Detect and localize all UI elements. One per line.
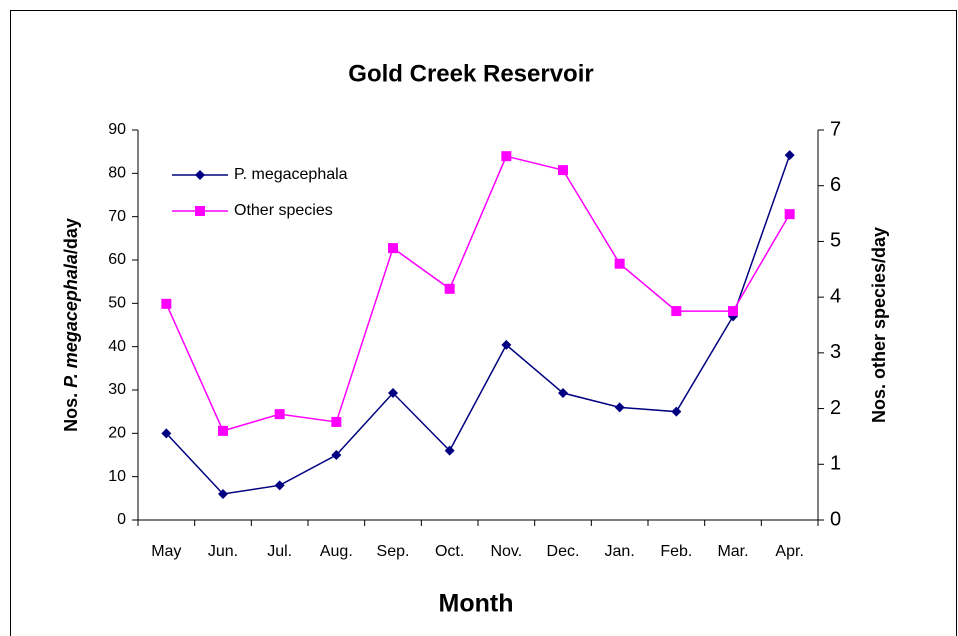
legend-label: P. megacephala [234,166,348,183]
y2-tick-label: 0 [830,508,841,530]
series-line [165,154,791,495]
point [614,258,625,269]
point [274,409,285,420]
y-title-part: P. megacephala [61,254,81,388]
point [728,306,738,317]
point [444,445,455,456]
point [274,480,285,491]
x-tick-label: Dec. [547,543,580,560]
legend-label: Other species [234,202,333,219]
point [784,209,795,220]
y2-tick-label: 4 [830,285,841,307]
point [501,151,512,162]
y2-tick-label: 3 [830,341,841,363]
series-line [165,155,791,432]
y-tick-label: 50 [108,295,126,312]
y-tick-label: 0 [117,511,126,528]
y-axis-title: Nos. P. megacephala/day [61,218,81,432]
x-tick-label: Apr. [775,543,803,560]
x-tick-label: Feb. [660,543,692,560]
point [161,428,172,439]
point [388,243,398,254]
point [558,388,568,399]
y2-axis-title: Nos. other species/day [869,227,889,423]
legend-marker [195,206,205,216]
x-axis-title: Month [439,590,514,618]
point [388,388,398,399]
chart-title: Gold Creek Reservoir [348,60,593,87]
y-title-part: Nos. [61,388,81,432]
frame [10,10,957,636]
y-tick-label: 80 [108,165,126,182]
x-tick-label: Nov. [490,543,522,560]
point [161,298,172,309]
point [671,406,682,417]
point [784,150,795,161]
point [218,489,228,499]
x-tick-label: Jul. [267,543,292,560]
y-tick-label: 70 [108,208,126,225]
legend-marker [195,170,205,180]
x-tick-label: Aug. [320,543,353,560]
y-tick-label: 40 [108,338,126,355]
point [671,306,682,317]
x-tick-label: Jun. [208,543,238,560]
y-tick-label: 20 [108,425,126,442]
y2-tick-label: 6 [830,174,841,196]
y2-tick-label: 5 [830,230,841,252]
y-tick-label: 60 [108,251,126,268]
y2-tick-label: 2 [830,397,841,419]
x-tick-label: Sep. [377,543,410,560]
point [614,402,625,413]
y2-tick-label: 7 [830,118,841,140]
point [218,425,228,436]
point [444,283,455,294]
x-tick-label: Mar. [717,543,748,560]
point [501,339,512,350]
x-tick-label: Jan. [605,543,635,560]
point [558,165,568,176]
y-title-part: /day [61,218,81,254]
y2-tick-label: 1 [830,453,841,475]
y-tick-label: 10 [108,468,126,485]
x-tick-label: Oct. [435,543,464,560]
x-tick-label: May [151,543,181,560]
y-tick-label: 30 [108,381,126,398]
point [331,450,342,460]
point [331,416,342,427]
y-tick-label: 90 [108,121,126,138]
